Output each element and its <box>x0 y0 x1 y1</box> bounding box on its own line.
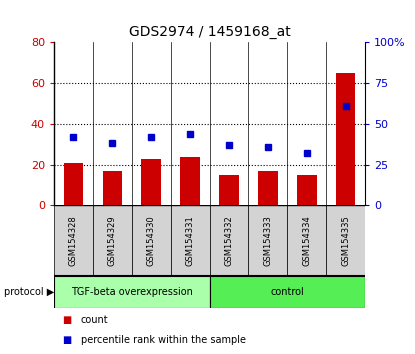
Bar <box>103 171 122 205</box>
Bar <box>258 171 278 205</box>
Text: GSM154335: GSM154335 <box>341 215 350 266</box>
Text: GSM154334: GSM154334 <box>303 215 311 266</box>
Bar <box>93 205 132 276</box>
Text: TGF-beta overexpression: TGF-beta overexpression <box>71 287 193 297</box>
Bar <box>249 205 287 276</box>
Text: GSM154329: GSM154329 <box>108 215 117 266</box>
Text: GSM154328: GSM154328 <box>69 215 78 266</box>
Bar <box>326 205 365 276</box>
Title: GDS2974 / 1459168_at: GDS2974 / 1459168_at <box>129 25 290 39</box>
Bar <box>219 175 239 205</box>
Bar <box>210 205 249 276</box>
Bar <box>181 158 200 205</box>
Bar <box>287 205 326 276</box>
Bar <box>171 205 210 276</box>
Text: ■: ■ <box>62 315 71 325</box>
Text: GSM154331: GSM154331 <box>186 215 195 266</box>
Text: count: count <box>81 315 109 325</box>
Text: control: control <box>271 287 304 297</box>
Text: percentile rank within the sample: percentile rank within the sample <box>81 335 246 345</box>
Text: protocol ▶: protocol ▶ <box>4 287 54 297</box>
Text: GSM154333: GSM154333 <box>264 215 272 266</box>
Bar <box>336 73 356 205</box>
Text: GSM154330: GSM154330 <box>147 215 156 266</box>
Bar <box>210 276 365 308</box>
Text: ■: ■ <box>62 335 71 345</box>
Bar <box>132 205 171 276</box>
Text: GSM154332: GSM154332 <box>225 215 234 266</box>
Bar <box>54 276 210 308</box>
Bar <box>54 205 93 276</box>
Bar <box>63 162 83 205</box>
Bar <box>297 175 317 205</box>
Bar <box>142 159 161 205</box>
